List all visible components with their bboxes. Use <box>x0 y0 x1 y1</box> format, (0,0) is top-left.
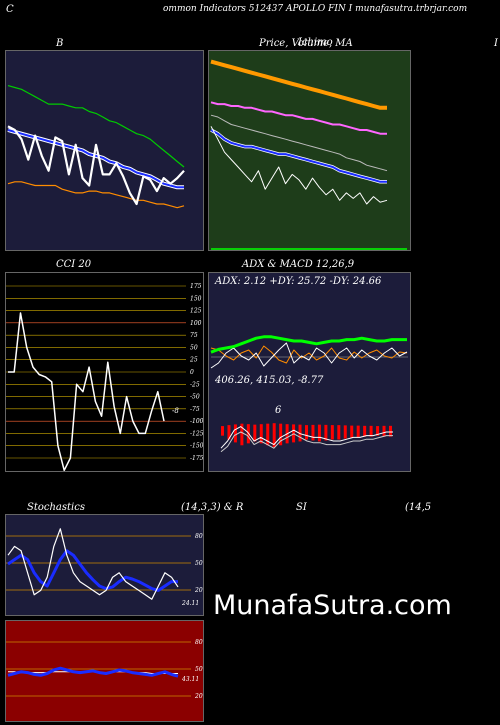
rsi-tick-label: 80 <box>195 639 203 646</box>
macd-histogram-bar <box>221 426 224 436</box>
rsi-tick-label: 50 <box>195 666 203 673</box>
macd-histogram-bar <box>259 424 263 444</box>
macd-values: 406.26, 415.03, -8.77 <box>215 375 324 386</box>
macd-histogram-bar <box>382 425 386 437</box>
stoch-tick-label: 20 <box>194 587 203 594</box>
stoch-tick-label: 80 <box>195 533 203 540</box>
stoch-d-line <box>7 549 178 592</box>
price-ma-blue-outline <box>210 128 387 184</box>
rsi-panel: 80 50 20 43.11 <box>5 620 204 722</box>
cci-tick-label: 0 <box>190 369 194 376</box>
bollinger-upper-line <box>7 85 185 168</box>
macd-histogram-bar <box>240 423 244 446</box>
cci-tick-label: -175 <box>190 455 203 462</box>
price-ma-gray <box>210 114 388 172</box>
stochastics-chart: 80 50 20 24.11 <box>6 528 203 607</box>
rsi-title-right: (14,5 <box>405 502 432 513</box>
cci-tick-label: 100 <box>190 320 202 327</box>
stochastics-panel: 80 50 20 24.11 <box>5 514 204 616</box>
cci-last-label: -8 <box>172 407 179 415</box>
macd-histogram-bar <box>266 423 270 446</box>
macd-histogram-bar <box>227 425 231 440</box>
cci-tick-label: 25 <box>189 357 198 364</box>
price-panel <box>208 50 411 251</box>
macd-histogram-bar <box>272 423 276 448</box>
price-line <box>210 126 388 205</box>
adx-title: ADX & MACD 12,26,9 <box>242 259 355 270</box>
macd-histogram-bar <box>369 425 373 437</box>
macd-histogram-bar <box>317 424 321 442</box>
bollinger-lower-line <box>7 181 185 209</box>
macd-histogram-bar <box>376 426 380 436</box>
stoch-title-right: (14,3,3) & R <box>181 502 244 513</box>
macd-signal-line <box>220 431 393 453</box>
macd-histogram-bar <box>233 424 237 443</box>
macd-mark: 6 <box>275 405 282 416</box>
macd-histogram-bar <box>311 424 315 441</box>
macd-histogram-bar <box>389 425 392 437</box>
price-chart <box>210 59 407 250</box>
cci-tick-label: 125 <box>190 308 202 315</box>
adx-macd-chart <box>210 335 408 453</box>
macd-line <box>220 426 393 449</box>
cci-chart: 175 150 125 100 75 50 25 0 -25 -50 -75 -100 -125 -150… <box>6 283 203 471</box>
rsi-line <box>7 666 179 678</box>
cci-tick-label: -150 <box>190 443 203 450</box>
stoch-title-left: Stochastics <box>27 502 85 513</box>
macd-histogram-bar <box>253 424 257 442</box>
macd-histogram-bar <box>305 425 308 440</box>
bollinger-mid-line <box>7 129 184 189</box>
adx-values: ADX: 2.12 +DY: 25.72 -DY: 24.66 <box>215 276 382 287</box>
cci-tick-label: 175 <box>190 283 202 290</box>
price-title-overlay: Ichimo <box>298 37 333 48</box>
macd-histogram-bar <box>324 424 328 441</box>
stoch-last-label: 24.11 <box>181 600 199 607</box>
stoch-tick-label: 50 <box>195 560 203 567</box>
macd-histogram-bar <box>363 425 367 437</box>
bollinger-chart <box>7 85 185 209</box>
price-ma-blue <box>210 129 387 183</box>
macd-histogram-bar <box>279 423 283 446</box>
cci-tick-label: -25 <box>190 381 200 388</box>
price-ma-pink <box>210 101 387 135</box>
cci-tick-label: -50 <box>190 394 200 401</box>
macd-histogram-bar <box>356 425 360 438</box>
rsi-chart: 80 50 20 43.11 <box>6 639 203 700</box>
cci-tick-label: 75 <box>190 332 198 339</box>
bollinger-price-line <box>7 125 185 206</box>
rsi-last-label: 43.11 <box>181 676 199 683</box>
price-ma-orange <box>210 59 387 110</box>
header-title: ommon Indicators 512437 APOLLO FIN I mun… <box>163 4 468 14</box>
rsi-tick-label: 20 <box>194 693 203 700</box>
macd-histogram-bar <box>343 425 347 439</box>
cci-tick-label: 50 <box>190 344 198 351</box>
stoch-k-line <box>7 528 179 600</box>
adx-macd-panel: ADX: 2.12 +DY: 25.72 -DY: 24.66 406.26, … <box>208 272 411 472</box>
cci-tick-label: -75 <box>190 406 200 413</box>
cci-title: CCI 20 <box>56 259 92 270</box>
price-title: Price, Volume, MA <box>259 38 353 49</box>
macd-histogram-bar <box>337 425 341 440</box>
cci-tick-label: -100 <box>190 418 203 425</box>
price-title-cut: I <box>494 38 498 49</box>
bollinger-panel <box>5 50 204 251</box>
watermark: MunafaSutra.com <box>213 590 452 621</box>
macd-histogram-bar <box>330 425 334 440</box>
macd-histogram-bar <box>350 425 354 438</box>
cci-line <box>8 312 165 471</box>
rsi-title-left: SI <box>296 502 307 513</box>
header-left: C <box>6 4 14 15</box>
cci-panel: 175 150 125 100 75 50 25 0 -25 -50 -75 -100 -125 -150… <box>5 272 204 472</box>
adx-line <box>210 335 407 354</box>
bollinger-title: B <box>56 38 64 49</box>
adx-minus-dy-line <box>210 345 408 364</box>
cci-tick-label: -125 <box>190 430 203 437</box>
cci-tick-label: 150 <box>190 295 202 302</box>
adx-plus-dy-line <box>210 342 408 369</box>
